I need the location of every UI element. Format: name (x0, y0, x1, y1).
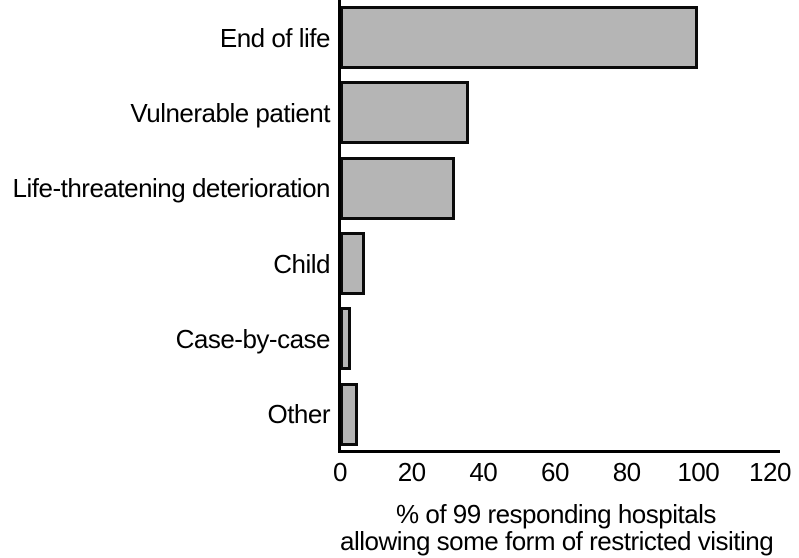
x-tick-label: 0 (333, 457, 347, 487)
bar-row: Case-by-case (0, 301, 780, 376)
category-label: Other (267, 399, 330, 430)
bar-row: Vulnerable patient (0, 75, 780, 150)
bar-rows: End of life Vulnerable patient Life-threat… (0, 0, 780, 452)
bar (340, 6, 699, 70)
category-label: End of life (219, 22, 331, 53)
bar (340, 382, 358, 446)
category-label: Life-threatening deterioration (12, 173, 331, 204)
bar-row: Other (0, 377, 780, 452)
category-label: Vulnerable patient (130, 97, 330, 128)
y-axis-line (338, 0, 341, 453)
category-label: Child (273, 248, 330, 279)
bar-row: End of life (0, 0, 780, 75)
category-label: Case-by-case (175, 323, 331, 354)
bar (340, 307, 351, 371)
x-axis-title-line1: % of 99 responding hospitals (396, 499, 716, 529)
bar-row: Life-threatening deterioration (0, 151, 780, 226)
x-tick-label: 100 (677, 457, 720, 487)
x-axis-title: % of 99 responding hospitals allowing so… (340, 499, 774, 556)
x-tick-label: 40 (469, 457, 498, 487)
x-tick-label: 120 (749, 457, 791, 487)
x-axis-title-line2: allowing some form of restricted visitin… (340, 526, 774, 556)
bar-row: Child (0, 226, 780, 301)
bar (340, 156, 455, 220)
bar (340, 81, 469, 145)
x-tick-label: 20 (397, 457, 426, 487)
x-axis-line (338, 450, 780, 453)
bar (340, 232, 366, 296)
x-tick-label: 60 (541, 457, 569, 487)
x-tick-label: 80 (612, 457, 641, 487)
